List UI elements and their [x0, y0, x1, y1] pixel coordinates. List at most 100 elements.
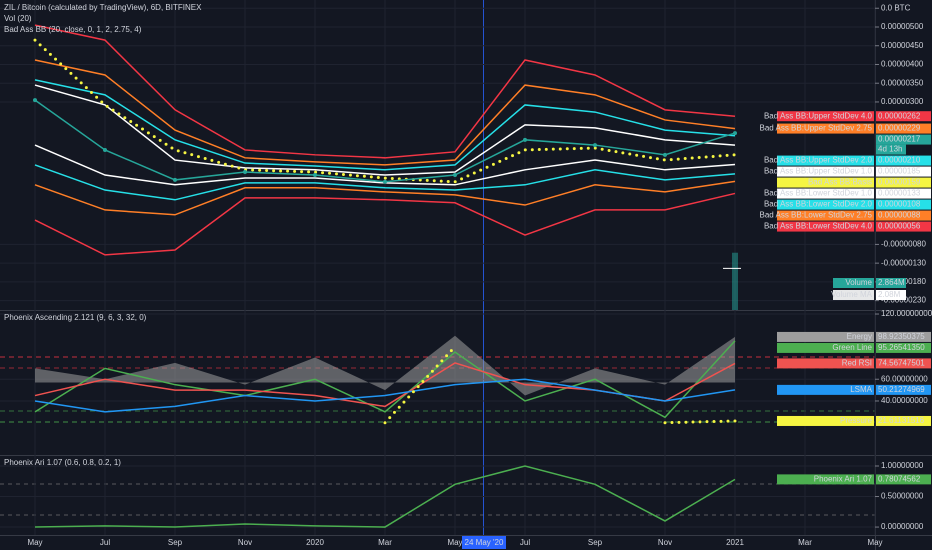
badge-value-box [876, 290, 906, 300]
x-tick-label: Jul [100, 538, 110, 547]
price-point [523, 137, 527, 142]
y-tick-label: 0.00000500 [881, 22, 924, 31]
badge-value: 0.00000159 [878, 178, 921, 187]
badge-name-box [777, 358, 874, 369]
badge-value: 2.08M [878, 290, 901, 299]
line [34, 340, 736, 419]
y-tick-label: 0.00000400 [881, 60, 924, 69]
crosshair-label-box [462, 536, 506, 549]
badge-value: 0.00000217 [878, 135, 921, 144]
badge-name: Phoenix Ari 1.07 [814, 474, 873, 483]
badge-name-box [777, 188, 874, 199]
line [34, 465, 736, 528]
badge-value-box [876, 134, 931, 145]
y-tick-label: 0.00000350 [881, 78, 924, 87]
badge-name: Bad Ass BB:Lower StdDev 2.0 [764, 200, 873, 209]
badge-name-box [777, 111, 874, 122]
x-tick-label: Nov [658, 538, 672, 547]
line [34, 164, 736, 201]
x-tick-label: 2021 [726, 538, 744, 547]
badge-value: 98.92350375 [878, 332, 925, 341]
y-tick-label: 0.00000300 [881, 97, 924, 106]
badge-name: LSMA [850, 385, 872, 394]
dotted-line [663, 419, 737, 425]
x-tick-label: Mar [798, 538, 812, 547]
dotted-line [33, 38, 737, 184]
badge-name-box [777, 177, 874, 188]
price-point [173, 177, 177, 182]
y-tick-label: 0.50000000 [881, 492, 924, 501]
badge-name: Red RSI [842, 359, 872, 368]
badge-name-box [777, 123, 874, 134]
panel-title: Phoenix Ascending 2.121 (9, 6, 3, 32, 0) [4, 313, 147, 322]
x-tick-label: Nov [238, 538, 252, 547]
badge-value: 0.00000056 [878, 222, 921, 231]
badge-name-box [833, 278, 874, 288]
badge-name: Bad Ass BB:Lower StdDev 4.0 [764, 222, 873, 231]
volume-bar [732, 252, 738, 310]
x-tick-label: Jul [520, 538, 530, 547]
x-tick-label: 2020 [306, 538, 324, 547]
badge-name-box [777, 210, 874, 221]
badge-value-box [876, 155, 931, 166]
line [34, 79, 736, 171]
x-tick-label: May [447, 538, 462, 547]
badge-name: Pressure [840, 416, 873, 425]
area [35, 335, 735, 396]
badge-name-box [777, 415, 874, 426]
badge-name-box [777, 474, 874, 485]
badge-name: Volume MA [831, 290, 873, 299]
price-point [663, 152, 667, 157]
x-tick-label: May [867, 538, 882, 547]
badge-value-box [876, 199, 931, 210]
line [34, 24, 736, 159]
badge-name: Bad Ass BB:Upper StdDev 2.0 [764, 156, 873, 165]
badge-value: 0.00000229 [878, 124, 921, 133]
price-point [243, 170, 247, 175]
badge-name-box [777, 221, 874, 232]
badge-value-box [876, 331, 931, 342]
x-tick-label: Sep [168, 538, 183, 547]
price-point [383, 179, 387, 184]
badge-value-box [876, 166, 931, 177]
badge-value-box [876, 384, 931, 395]
symbol-title: ZIL / Bitcoin (calculated by TradingView… [4, 3, 202, 12]
badge-value-box [876, 111, 931, 122]
badge-value: 0.00000108 [878, 200, 921, 209]
badge-name: Bad Ass BB:Lower StdDev 1.0 [764, 189, 873, 198]
crosshair-label: 24 May '20 [465, 538, 504, 547]
y-tick-label: -0.00000230 [881, 296, 926, 305]
badge-value-box [876, 415, 931, 426]
badge-value-box [876, 358, 931, 369]
badge-name-box [777, 331, 874, 342]
badge-value: 95.26541350 [878, 343, 925, 352]
y-tick-label: 0.00000450 [881, 41, 924, 50]
badge-name: Volume [845, 278, 872, 287]
badge-value-box [876, 474, 931, 485]
line [34, 59, 736, 166]
y-tick-label: -0.00000130 [881, 258, 926, 267]
badge-value: 0.00000210 [878, 156, 921, 165]
volume-title: Vol (20) [4, 14, 32, 23]
y-tick-label: 40.00000000 [881, 396, 928, 405]
y-tick-label: 0.0 BTC [881, 3, 911, 12]
badge-name-box [777, 155, 874, 166]
price-point [733, 131, 737, 136]
badge-name: Energy [847, 332, 872, 341]
badge-name: Bad Ass BB:Upper StdDev 2.75 [759, 124, 872, 133]
badge-name: Bad Ass BB:Upper StdDev 4.0 [764, 111, 873, 120]
indicator-title: Bad Ass BB (20, close, 0, 1, 2, 2.75, 4) [4, 25, 142, 34]
badge-value-box [876, 210, 931, 221]
price-point [103, 147, 107, 152]
badge-value-box [876, 188, 931, 199]
line [34, 378, 736, 413]
y-tick-label: 0.00000000 [881, 522, 924, 531]
badge-name-box [777, 166, 874, 177]
badge-name-box [777, 199, 874, 210]
badge-value-box [876, 221, 931, 232]
badge-name-box [777, 342, 874, 353]
badge-value: 0.00000133 [878, 189, 921, 198]
badge-value: 0.78074562 [878, 474, 921, 483]
